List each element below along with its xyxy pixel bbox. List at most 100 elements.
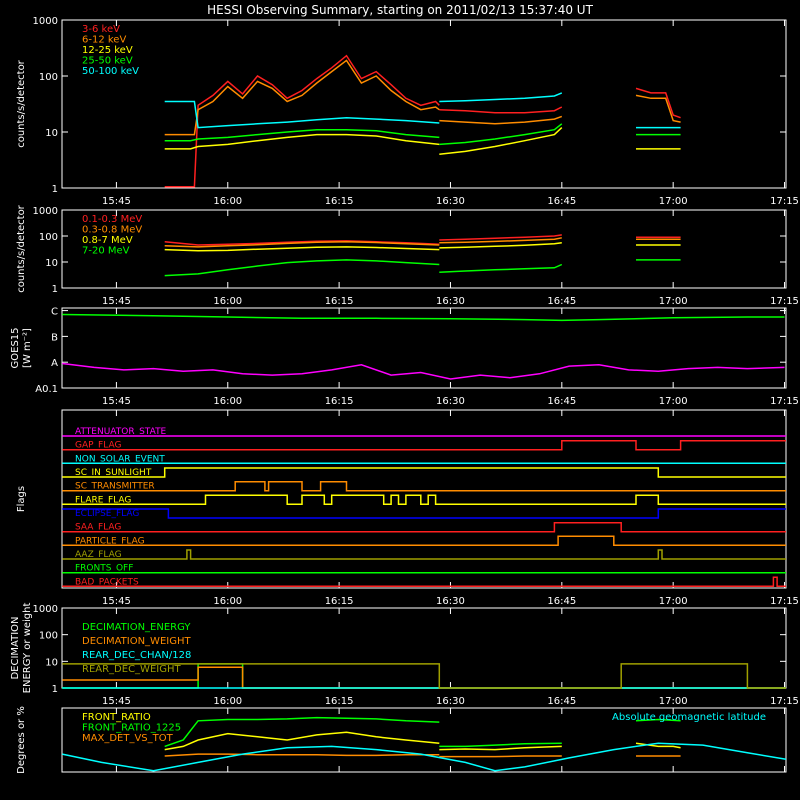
series-line-xray-low-2-0 [164,133,440,150]
series-line-ratios-2-1 [439,755,562,758]
series-line-ratios-1-2 [635,718,681,722]
x-tick-label-xray-low-5: 17:00 [659,196,688,207]
x-tick-label-gamma-1: 16:00 [213,296,242,307]
series-line-gamma-1-1 [439,237,562,244]
series-line-xray-low-4-1 [439,92,563,103]
series-line-decimation-3 [62,663,786,689]
flag-line-11 [62,576,786,588]
x-tick-label-xray-low-4: 16:45 [547,196,576,207]
x-tick-label-gamma-5: 17:00 [659,296,688,307]
panel-frame-decimation [61,607,787,689]
y-tick-label-xray-low-1: 10 [45,128,58,139]
flag-label-4: SC_TRANSMITTER [75,482,155,492]
x-tick-label-goes-3: 16:30 [436,396,465,407]
legend-xray-low-2: 12-25 keV [82,45,133,56]
y-axis-label-ratios: Degrees or % [16,706,27,774]
series-line-goes-1 [62,362,785,380]
series-line-xray-low-1-2 [635,94,681,123]
legend-ratios-0: FRONT_RATIO [82,712,151,723]
series-line-xray-low-0-1 [439,106,563,114]
series-line-gamma-0-1 [439,234,562,241]
legend-gamma-3: 7-20 MeV [82,246,130,257]
x-tick-label-flags-0: 15:45 [102,596,131,607]
series-line-gamma-3-1 [439,263,563,274]
series-line-ratios-2-0 [164,753,440,757]
y-tick-label-gamma-2: 100 [39,232,58,243]
chart-title: HESSI Observing Summary, starting on 201… [207,3,593,17]
series-line-ratios-1-1 [439,742,562,748]
x-tick-label-gamma-6: 17:15 [770,296,799,307]
legend-ratios-2: MAX_DET_VS_TOT [82,733,174,744]
legend-xray-low-3: 25-50 keV [82,56,133,67]
flag-line-3 [62,467,786,478]
x-tick-label-decimation-2: 16:15 [325,696,354,707]
series-line-gamma-3-0 [164,259,440,277]
x-tick-label-flags-3: 16:30 [436,596,465,607]
y-axis-label2-decimation: ENERGY or weight [22,603,33,694]
x-tick-label-decimation-4: 16:45 [547,696,576,707]
flag-label-11: BAD_PACKETS [75,577,139,587]
legend-xray-low-4: 50-100 keV [82,66,139,77]
series-line-xray-low-0-2 [635,87,681,119]
flag-line-9 [62,549,786,560]
legend-gamma-0: 0.1-0.3 MeV [82,214,142,225]
y-tick-label-xray-low-3: 1000 [33,16,58,27]
x-tick-label-xray-low-1: 16:00 [213,196,242,207]
x-tick-label-goes-6: 17:15 [770,396,799,407]
x-tick-label-flags-5: 17:00 [659,596,688,607]
series-line-xray-low-2-1 [439,127,563,156]
y-tick-label-decimation-0: 1 [52,684,58,695]
y-tick-label-decimation-1: 10 [45,657,58,668]
series-line-gamma-1-0 [164,241,440,248]
x-tick-label-decimation-1: 16:00 [213,696,242,707]
y-tick-label-decimation-2: 100 [39,631,58,642]
series-line-gamma-2-1 [439,242,562,249]
flag-label-8: PARTICLE_FLAG [75,536,145,546]
series-line-ratios-1-0 [164,716,440,748]
x-tick-label-goes-4: 16:45 [547,396,576,407]
legend-decimation-1: DECIMATION_WEIGHT [82,636,191,647]
flag-line-7 [62,521,786,533]
y-tick-label-xray-low-0: 1 [52,184,58,195]
y-tick-label-goes-2: A [51,358,58,369]
x-tick-label-goes-0: 15:45 [102,396,131,407]
legend-ratios-3: Absolute geomagnetic latitude [612,712,766,723]
y-axis-label-gamma: counts/s/detector [16,204,27,292]
x-tick-label-decimation-3: 16:30 [436,696,465,707]
panel-frame-goes [61,307,787,389]
flag-line-4 [62,480,786,492]
x-tick-label-gamma-0: 15:45 [102,296,131,307]
y-tick-label-goes-3: A0.1 [35,384,58,395]
series-line-xray-low-4-0 [164,100,440,129]
panel-frame-gamma [61,209,787,289]
flag-label-1: GAP_FLAG [75,441,121,451]
legend-decimation-2: REAR_DEC_CHAN/128 [82,650,191,661]
series-line-xray-low-3-1 [439,123,563,146]
y-axis-label2-goes: [W m⁻²] [22,328,33,368]
y-tick-label-decimation-3: 1000 [33,604,58,615]
x-tick-label-xray-low-3: 16:30 [436,196,465,207]
panel-frame-flags [61,409,787,589]
flag-label-9: AAZ_FLAG [75,550,122,560]
x-tick-label-goes-1: 16:00 [213,396,242,407]
legend-gamma-1: 0.3-0.8 MeV [82,225,142,236]
flag-label-7: SAA_FLAG [75,523,121,533]
x-tick-label-xray-low-2: 16:15 [325,196,354,207]
y-axis-label-decimation: DECIMATION [10,616,21,679]
x-tick-label-decimation-5: 17:00 [659,696,688,707]
flag-label-10: FRONTS_OFF [75,564,133,574]
x-tick-label-flags-4: 16:45 [547,596,576,607]
y-tick-label-gamma-0: 1 [52,284,58,295]
flag-line-1 [62,439,786,451]
series-line-xray-low-3-0 [164,128,440,142]
x-tick-label-decimation-6: 17:15 [770,696,799,707]
series-line-ratios-0-1 [439,745,562,751]
y-axis-label-xray-low: counts/s/detector [16,59,27,147]
y-axis-label-goes: GOES15 [10,327,21,368]
x-tick-label-goes-2: 16:15 [325,396,354,407]
x-tick-label-gamma-2: 16:15 [325,296,354,307]
x-tick-label-decimation-0: 15:45 [102,696,131,707]
flag-line-6 [62,508,786,519]
flag-label-5: FLARE_FLAG [75,495,131,505]
flag-label-3: SC_IN_SUNLIGHT [75,468,152,478]
